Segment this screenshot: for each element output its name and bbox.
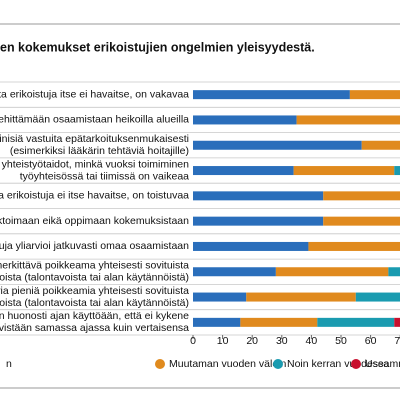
category-label: ot yhteistyötaidot, minkä vuoksi toimimi… [0, 158, 189, 170]
category-label: (esimerkiksi lääkärin tehtäviä hoitajill… [10, 145, 189, 157]
x-tick-label: 30 [276, 335, 288, 347]
bar-segment [246, 292, 356, 302]
category-label: jota erikoistuja itse ei havaitse, on va… [0, 88, 189, 100]
bar-segment [193, 140, 362, 150]
bar-segment [361, 140, 400, 150]
bar-segment [193, 115, 297, 125]
legend-label: Noin kerran vuodessa [287, 358, 389, 370]
legend-label: Useammin kuin kerran vuodessa [365, 358, 400, 370]
bar-segment [193, 90, 350, 100]
x-tick-label: 50 [335, 335, 347, 347]
bar-segment [193, 166, 294, 176]
x-tick-label: 20 [246, 335, 258, 347]
legend-swatch [155, 359, 165, 369]
category-label: avoista (talontavoista tai alan käytännö… [0, 272, 189, 284]
category-label: n huonosti ajan käyttöään, että ei kyken… [0, 310, 189, 322]
category-label: kliinisiä vastuita epätarkoituksenmukais… [0, 133, 189, 145]
category-label: merkittävä poikkeama yhteisesti sovituis… [0, 260, 189, 272]
category-label: jota erikoistuja ei itse havaitse, on to… [0, 190, 189, 202]
category-label: kehittämään osaamistaan heikoilla alueil… [0, 114, 189, 126]
category-label: työyhteisössä tai tiimissä on vaikeaa [20, 170, 189, 182]
bar-segment [355, 292, 400, 302]
category-label: avoista (talontavoista tai alan käytännö… [0, 297, 189, 309]
x-tick-label: 40 [306, 335, 318, 347]
category-label: lektoimaan eikä oppimaan kokemuksistaan [0, 215, 189, 227]
bar-segment [193, 267, 276, 277]
bar-segment [296, 115, 400, 125]
x-tick-label: 0 [190, 335, 196, 347]
category-label: istuja yliarvioi jatkuvasti omaa osaamis… [0, 240, 189, 252]
bar-segment [308, 241, 400, 251]
bar-segment [193, 292, 247, 302]
bar-segment [293, 166, 395, 176]
bar-segment [349, 90, 400, 100]
bar-segment [193, 191, 324, 201]
legend-label: n [6, 358, 12, 370]
legend-label: Muutaman vuoden välein [169, 358, 286, 370]
bar-segment [193, 216, 324, 226]
bar-segment [388, 267, 400, 277]
legend-swatch [351, 359, 361, 369]
bar-segment [323, 216, 400, 226]
chart-title: en kokemukset erikoistujien ongelmien yl… [0, 40, 315, 54]
category-label: htävistään samassa ajassa kuin vertaisen… [0, 322, 189, 334]
x-tick-label: 70 [394, 335, 400, 347]
bar-segment [317, 317, 395, 327]
x-tick-label: 60 [365, 335, 377, 347]
bar-segment [240, 317, 318, 327]
bar-segment [394, 166, 400, 176]
legend-swatch [273, 359, 283, 369]
bar-segment [275, 267, 389, 277]
bar-segment [323, 191, 400, 201]
bar-segment [394, 317, 400, 327]
x-tick-label: 10 [217, 335, 229, 347]
bar-segment [193, 317, 241, 327]
bar-segment [193, 241, 309, 251]
category-label: uvia pieniä poikkeamia yhteisesti sovitu… [0, 285, 189, 297]
